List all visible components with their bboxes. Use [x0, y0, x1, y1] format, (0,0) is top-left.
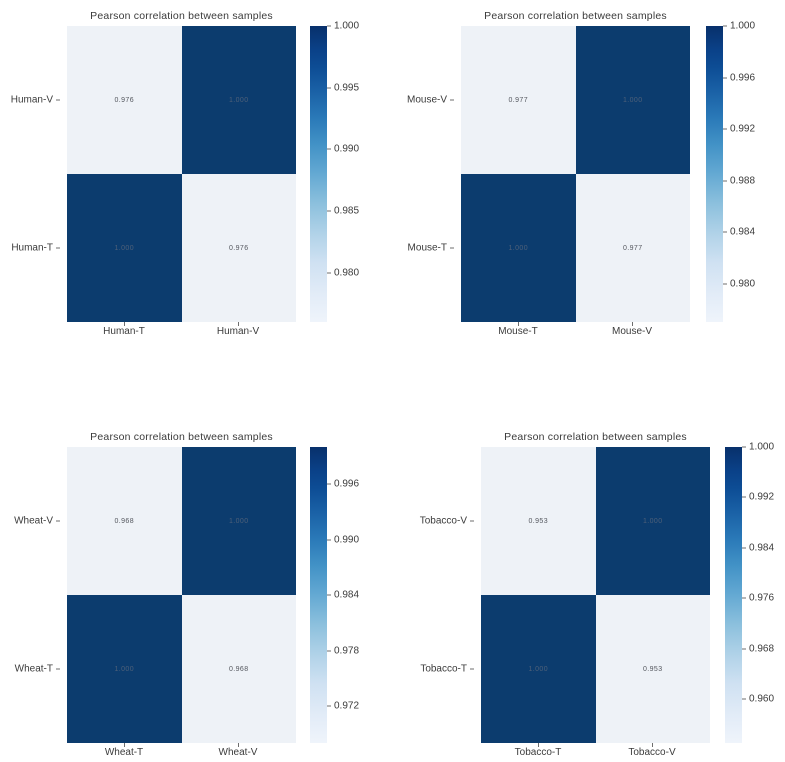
- colorbar-tick-label: 0.976: [742, 593, 774, 604]
- colorbar: [725, 447, 742, 743]
- y-axis-tick-label: Mouse-V: [393, 95, 454, 106]
- colorbar-tick-label: 0.984: [742, 542, 774, 553]
- colorbar-tick-label: 1.000: [742, 442, 774, 453]
- x-axis-tick-label: Tobacco-V: [595, 743, 709, 758]
- heatmap-panel-human: Pearson correlation between samples Huma…: [0, 0, 392, 341]
- colorbar-ticks: 1.000 0.992 0.984 0.976 0.968 0.960: [742, 442, 785, 743]
- colorbar-tick-label: 0.980: [723, 278, 755, 289]
- colorbar-ticks: 1.000 0.995 0.990 0.985 0.980: [327, 21, 377, 322]
- heatmap-cell: 0.968: [181, 595, 296, 743]
- y-axis-tick-label: Wheat-T: [0, 664, 60, 675]
- heatmap-cell: 0.968: [67, 447, 182, 595]
- colorbar-tick-label: 0.960: [742, 693, 774, 704]
- heatmap-grid: 0.953 1.000 1.000 0.953: [481, 447, 710, 743]
- colorbar-ticks: 1.000 0.996 0.992 0.988 0.984 0.980: [723, 21, 773, 322]
- colorbar: [310, 447, 327, 743]
- heatmap-cell: 0.953: [595, 595, 710, 743]
- heatmap-cell: 0.977: [575, 174, 690, 322]
- colorbar-tick-label: 0.988: [723, 175, 755, 186]
- chart-title: Pearson correlation between samples: [90, 10, 273, 22]
- colorbar-tick-label: 0.984: [327, 590, 359, 601]
- heatmap-cell: 1.000: [575, 26, 690, 174]
- y-axis-tick-label: Tobacco-T: [393, 664, 474, 675]
- heatmap-cell: 0.977: [461, 26, 576, 174]
- y-axis-tick-label: Human-V: [0, 95, 60, 106]
- colorbar-tick-label: 0.995: [327, 82, 359, 93]
- heatmap-grid: 0.977 1.000 1.000 0.977: [461, 26, 690, 322]
- heatmap-panel-mouse: Pearson correlation between samples Mous…: [393, 0, 785, 341]
- x-axis-tick-label: Human-T: [67, 322, 181, 337]
- y-axis-tick-label: Mouse-T: [393, 243, 454, 254]
- colorbar-tick-label: 0.985: [327, 206, 359, 217]
- colorbar: [310, 26, 327, 322]
- colorbar-tick-label: 0.972: [327, 701, 359, 712]
- chart-title: Pearson correlation between samples: [90, 431, 273, 443]
- heatmap-cell: 1.000: [67, 174, 182, 322]
- colorbar-tick-label: 1.000: [723, 21, 755, 32]
- y-axis-tick-label: Human-T: [0, 243, 60, 254]
- chart-title: Pearson correlation between samples: [484, 10, 667, 22]
- x-axis-tick-label: Wheat-V: [181, 743, 295, 758]
- heatmap-cell: 1.000: [595, 447, 710, 595]
- colorbar-tick-label: 0.978: [327, 645, 359, 656]
- heatmap-cell: 1.000: [67, 595, 182, 743]
- x-axis-tick-label: Human-V: [181, 322, 295, 337]
- colorbar-tick-label: 1.000: [327, 21, 359, 32]
- colorbar-tick-label: 0.990: [327, 144, 359, 155]
- heatmap-cell: 0.976: [67, 26, 182, 174]
- heatmap-cell: 1.000: [181, 26, 296, 174]
- heatmap-cell: 0.976: [181, 174, 296, 322]
- colorbar-tick-label: 0.990: [327, 534, 359, 545]
- colorbar: [706, 26, 723, 322]
- x-axis-tick-label: Wheat-T: [67, 743, 181, 758]
- colorbar-tick-label: 0.984: [723, 227, 755, 238]
- colorbar-ticks: 0.996 0.990 0.984 0.978 0.972: [327, 447, 377, 743]
- colorbar-tick-label: 0.980: [327, 267, 359, 278]
- heatmap-panel-wheat: Pearson correlation between samples Whea…: [0, 421, 392, 762]
- heatmap-cell: 1.000: [481, 595, 596, 743]
- heatmap-cell: 1.000: [461, 174, 576, 322]
- colorbar-tick-label: 0.992: [742, 492, 774, 503]
- colorbar-tick-label: 0.968: [742, 643, 774, 654]
- heatmap-panel-tobacco: Pearson correlation between samples Toba…: [393, 421, 785, 762]
- colorbar-tick-label: 0.996: [723, 72, 755, 83]
- x-axis-tick-label: Mouse-T: [461, 322, 575, 337]
- heatmap-cell: 0.953: [481, 447, 596, 595]
- colorbar-tick-label: 0.992: [723, 124, 755, 135]
- chart-title: Pearson correlation between samples: [504, 431, 687, 443]
- heatmap-grid: 0.968 1.000 1.000 0.968: [67, 447, 296, 743]
- x-axis-tick-label: Tobacco-T: [481, 743, 595, 758]
- colorbar-tick-label: 0.996: [327, 479, 359, 490]
- y-axis-tick-label: Tobacco-V: [393, 516, 474, 527]
- heatmap-cell: 1.000: [181, 447, 296, 595]
- y-axis-tick-label: Wheat-V: [0, 516, 60, 527]
- x-axis-tick-label: Mouse-V: [575, 322, 689, 337]
- heatmap-grid: 0.976 1.000 1.000 0.976: [67, 26, 296, 322]
